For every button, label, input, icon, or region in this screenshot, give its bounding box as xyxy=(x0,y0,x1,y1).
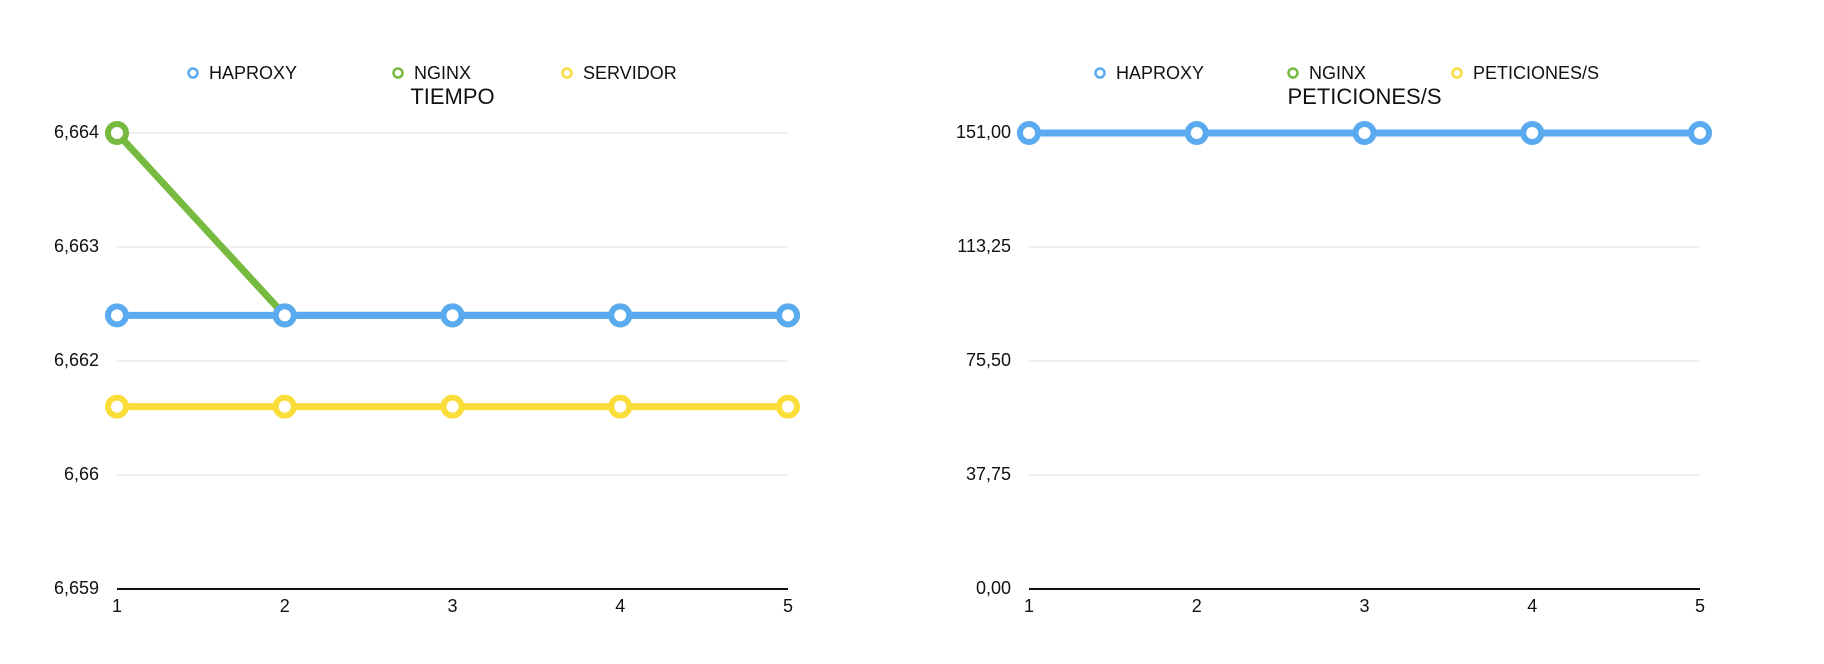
y-tick-label: 113,25 xyxy=(957,236,1011,256)
y-tick-label: 6,662 xyxy=(54,350,99,370)
legend-marker xyxy=(1094,67,1106,79)
point xyxy=(1352,121,1377,145)
point xyxy=(440,303,465,328)
series-line xyxy=(114,130,788,319)
y-tick-label: 151,00 xyxy=(956,122,1011,142)
point xyxy=(1184,121,1209,145)
point xyxy=(776,394,800,419)
x-tick-label: 5 xyxy=(1695,596,1705,616)
y-tick-label: 37,75 xyxy=(966,464,1011,484)
y-tick-label: 0,00 xyxy=(976,578,1011,598)
y-tick-label: 6,66 xyxy=(64,464,99,484)
legend-marker xyxy=(187,67,199,79)
legend-label: NGINX xyxy=(414,63,471,83)
y-tick-label: 6,663 xyxy=(54,236,99,256)
x-tick-label: 3 xyxy=(1359,596,1369,616)
legend-label: HAPROXY xyxy=(1116,63,1204,83)
y-tick-label: 6,659 xyxy=(54,578,99,598)
y-tick-label: 6,664 xyxy=(54,122,99,142)
legend-marker xyxy=(1451,67,1463,79)
chart-title: TIEMPO xyxy=(410,84,494,109)
legend-label: HAPROXY xyxy=(209,63,297,83)
legend-label: PETICIONES/S xyxy=(1473,63,1599,83)
x-tick-label: 1 xyxy=(112,596,122,616)
point xyxy=(105,121,129,145)
x-tick-label: 4 xyxy=(1527,596,1537,616)
point xyxy=(1688,121,1712,145)
x-tick-label: 3 xyxy=(447,596,457,616)
point xyxy=(105,394,129,419)
point xyxy=(776,303,800,328)
point xyxy=(440,394,465,419)
legend-label: NGINX xyxy=(1309,63,1366,83)
legend-marker xyxy=(561,67,573,79)
x-tick-label: 1 xyxy=(1024,596,1034,616)
point xyxy=(1017,121,1041,145)
point xyxy=(272,394,297,419)
x-tick-label: 4 xyxy=(615,596,625,616)
point xyxy=(608,394,633,419)
point xyxy=(272,303,297,328)
x-tick-label: 2 xyxy=(280,596,290,616)
x-tick-label: 5 xyxy=(783,596,793,616)
x-tick-label: 2 xyxy=(1192,596,1202,616)
legend-marker xyxy=(1287,67,1299,79)
point xyxy=(608,303,633,328)
legend-label: SERVIDOR xyxy=(583,63,677,83)
chart-title: PETICIONES/S xyxy=(1287,84,1441,109)
point xyxy=(105,303,129,328)
y-tick-label: 75,50 xyxy=(966,350,1011,370)
legend-marker xyxy=(392,67,404,79)
point xyxy=(1520,121,1545,145)
